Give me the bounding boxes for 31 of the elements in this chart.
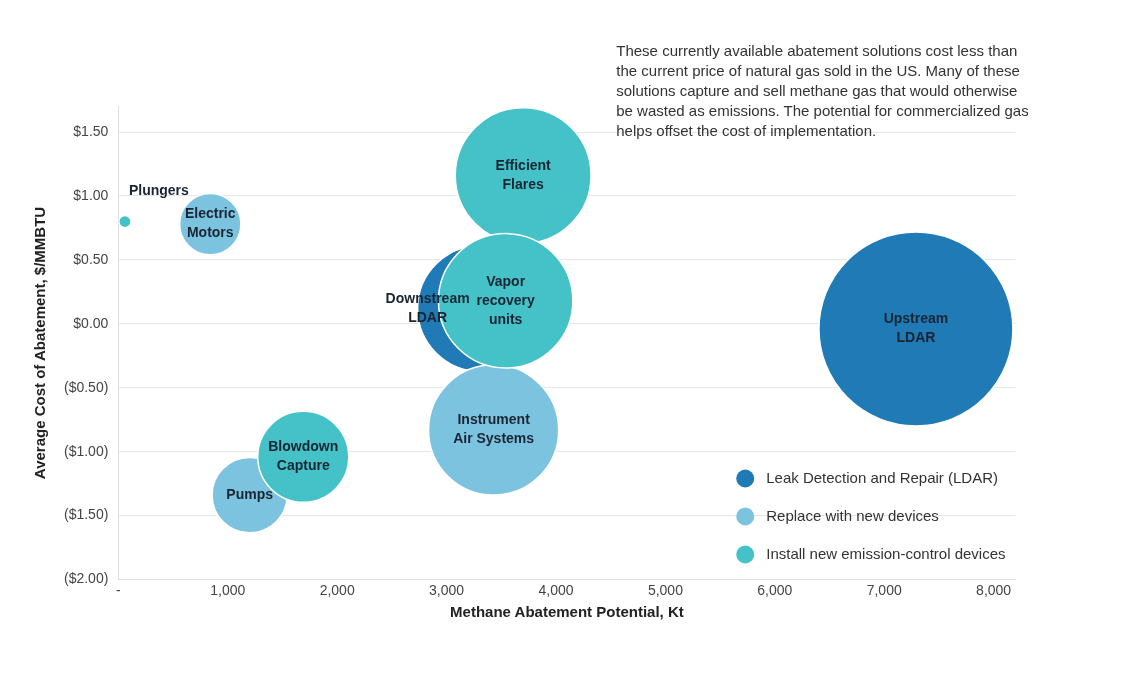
- annotation: Pumps: [226, 485, 274, 502]
- annotation: Plungers: [128, 182, 190, 199]
- annotation: Efficient Flares: [495, 156, 552, 192]
- y-tick-label: $1.00: [73, 186, 109, 203]
- annotation: Upstream LDAR: [883, 310, 949, 346]
- annotation: Blowdown Capture: [268, 438, 339, 474]
- x-tick-label: 4,000: [538, 581, 574, 598]
- y-tick-label: $0.00: [73, 314, 109, 331]
- x-tick-label: 6,000: [757, 581, 793, 598]
- y-axis-title: Average Cost of Abatement, $/MMBTU: [31, 206, 49, 480]
- x-tick-label: -: [116, 581, 122, 598]
- x-tick-label: 2,000: [319, 581, 355, 598]
- x-tick-label: 1,000: [210, 581, 246, 598]
- legend-label: Leak Detection and Repair (LDAR): [766, 468, 999, 486]
- y-tick-label: $0.50: [73, 250, 109, 267]
- x-axis-title: Methane Abatement Potential, Kt: [450, 603, 684, 621]
- y-tick-label: ($1.50): [64, 506, 109, 523]
- y-tick-label: ($0.50): [64, 378, 109, 395]
- x-tick-label: 3,000: [429, 581, 465, 598]
- x-tick-label: 5,000: [647, 581, 684, 598]
- y-tick-label: $1.50: [73, 122, 109, 139]
- legend-label: Install new emission-control devices: [766, 544, 1006, 562]
- y-tick-label: ($2.00): [64, 570, 109, 587]
- x-tick-label: 7,000: [866, 581, 902, 598]
- annotation: Vapor recovery units: [476, 272, 536, 327]
- y-tick-label: ($1.00): [64, 442, 109, 459]
- annotation: Instrument Air Systems: [453, 411, 535, 447]
- annotation: Electric Motors: [184, 205, 236, 241]
- x-tick-label: 8,000: [976, 581, 1012, 598]
- legend-label: Replace with new devices: [766, 506, 939, 524]
- annotation: These currently available abatement solutions cost less than the current price of natural gas sold in the US. Many of these solutions capture and sell methane gas that would otherwise be wasted as emissions. The potential for commercialized gas helps offset the cost of implementation.: [616, 42, 1029, 140]
